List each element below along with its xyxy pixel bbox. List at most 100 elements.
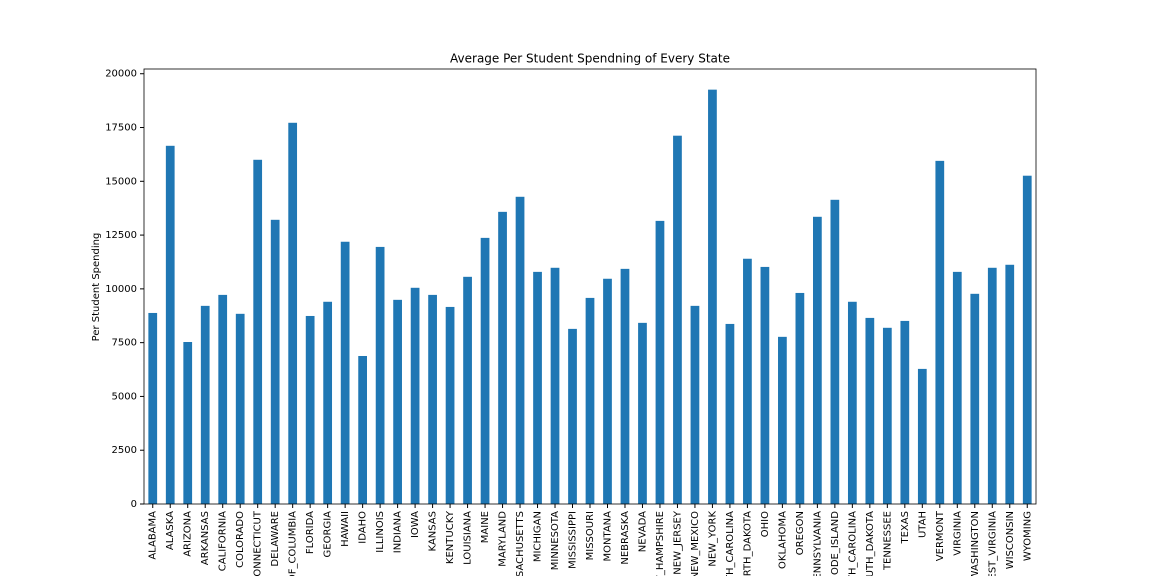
bar [410,287,420,504]
x-tick-label: MAINE [480,511,491,543]
x-tick-label: SOUTH_CAROLINA [847,511,858,576]
bar [498,211,507,504]
bar [952,271,962,504]
bar [708,89,717,504]
bar [655,220,665,504]
y-tick-label: 0 [131,499,137,510]
bar [760,266,770,504]
bar [987,267,997,504]
x-tick-label: MICHIGAN [533,511,544,562]
x-tick-label: NEW_JERSEY [672,510,683,575]
x-tick-label: ILLINOIS [375,511,386,553]
x-tick-label: CONNECTICUT [253,510,264,576]
x-tick-label: MINNESOTA [550,511,561,570]
bar [235,313,245,504]
y-tick-label: 10000 [105,284,137,295]
x-tick-label: NEBRASKA [620,511,631,565]
x-tick-label: OKLAHOMA [777,511,788,569]
bar [620,268,630,504]
bar [585,297,595,504]
x-tick-label: KENTUCKY [445,510,456,564]
bar [375,246,385,504]
bar [865,317,875,504]
x-tick-label: OREGON [795,511,806,555]
x-tick-label: KANSAS [428,511,439,551]
x-tick-label: DISTRICT_OF_COLUMBIA [288,511,299,576]
x-tick-label: OHIO [760,511,771,537]
bar [288,122,298,504]
x-tick-label: LOUISIANA [463,511,474,565]
bar [533,271,542,504]
x-tick-label: MARYLAND [498,511,509,567]
y-tick-label: 15000 [105,176,137,187]
x-tick-label: TENNESSEE [882,511,893,571]
bar [445,306,455,504]
bar [690,305,700,504]
x-tick-label: RHODE_ISLAND [830,511,841,576]
x-tick-label: VIRGINIA [952,511,963,556]
x-tick-label: FLORIDA [305,511,316,554]
bar [568,328,577,504]
x-tick-label: ALABAMA [148,511,159,560]
bar [200,305,210,504]
bar [847,301,857,504]
bar [270,219,280,505]
plot-frame [143,68,1037,505]
x-tick-label: WASHINGTON [970,511,981,576]
bar [463,276,472,504]
bar [778,336,787,504]
x-tick-label: IDAHO [358,511,369,544]
bar [603,278,612,504]
x-tick-label: ARIZONA [183,511,194,557]
bar [900,320,910,504]
x-tick-label: WYOMING [1022,511,1033,561]
bar [165,145,175,504]
bar [323,301,333,504]
bar [813,216,822,504]
bar [340,241,350,504]
x-tick-label: PENNSYLVANIA [812,511,823,576]
x-tick-label: CALIFORNIA [218,511,229,571]
bar [725,323,735,504]
x-tick-label: COLORADO [235,511,246,568]
x-tick-label: WEST_VIRGINIA [987,511,998,576]
x-tick-label: IOWA [410,511,421,538]
x-tick-label: UTAH [917,511,928,538]
bar [515,196,525,505]
y-tick-label: 17500 [105,123,137,134]
bar [480,237,490,504]
x-tick-label: MISSISSIPPI [568,511,579,569]
y-tick-label: 5000 [112,391,137,402]
bar [428,294,437,504]
chart-title: Average Per Student Spendning of Every S… [450,52,730,66]
x-tick-label: GEORGIA [323,511,334,558]
bar [183,342,193,504]
bar [1022,175,1032,504]
x-tick-label: NORTH_DAKOTA [742,511,753,576]
bar [882,327,892,504]
bar [970,293,980,504]
x-tick-label: MASSACHUSETTS [515,511,526,576]
x-tick-label: MONTANA [602,511,613,562]
bar [305,315,315,504]
x-tick-label: HAWAII [340,511,351,547]
x-tick-label: DELAWARE [270,511,281,567]
bar [743,258,752,504]
bar [935,160,945,505]
x-tick-label: NEW_MEXICO [690,511,701,576]
bar [218,294,228,504]
x-tick-label: NEW_HAMPSHIRE [655,511,666,576]
x-tick-label: TEXAS [900,511,911,544]
x-tick-label: VERMONT [935,510,946,561]
y-axis-label: Per Student Spending [91,233,102,342]
bar [358,355,367,504]
bar [1005,264,1015,504]
x-tick-label: MISSOURI [585,511,596,560]
x-tick-label: NEW_YORK [707,511,718,567]
bar [830,199,840,504]
bar [253,159,263,504]
bar [638,322,647,504]
bar [550,267,560,504]
bar [673,135,682,504]
